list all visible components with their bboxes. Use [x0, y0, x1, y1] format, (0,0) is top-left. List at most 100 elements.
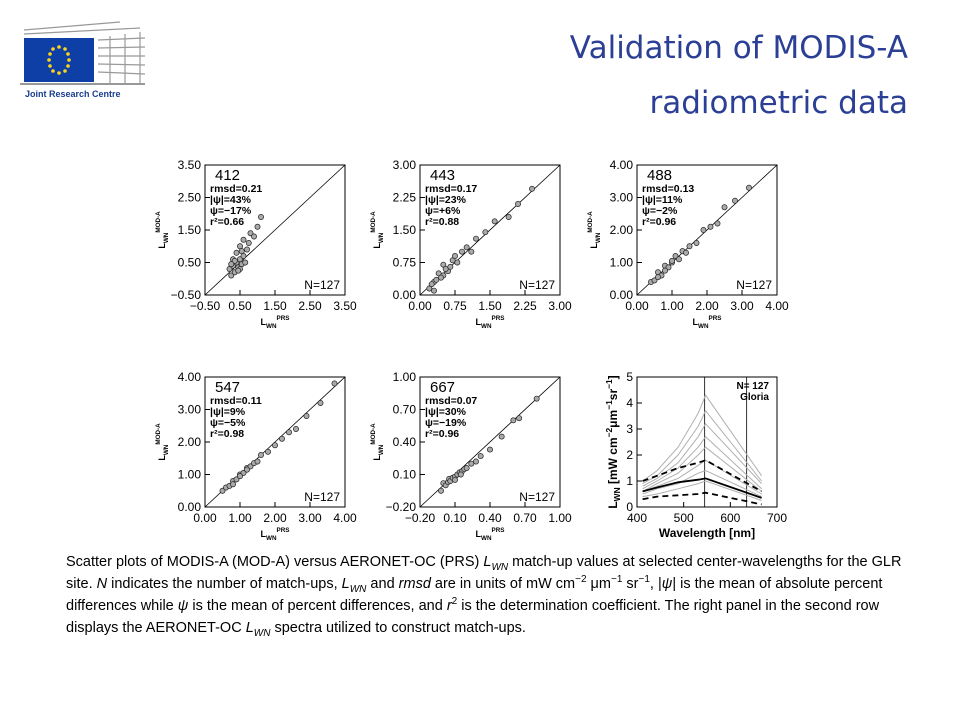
point [242, 259, 249, 266]
point [510, 417, 517, 424]
caption-part: match-up values at selected center-wavel… [66, 554, 902, 592]
y-tick-label: 1.00 [393, 370, 417, 384]
label-part: μm [606, 410, 620, 428]
point [452, 476, 458, 483]
x-tick-label: 500 [674, 511, 694, 525]
y-tick-label: 3 [626, 422, 633, 436]
caption-part: N [96, 576, 108, 592]
label-part: L [157, 243, 167, 249]
caption-part: are in units of mW cm [430, 576, 576, 592]
x-axis-label: LWNPRS [476, 315, 505, 330]
plot-frame [204, 164, 346, 296]
caption-part: −2 [575, 574, 587, 586]
y-tick-label: 4.00 [610, 158, 634, 172]
x-tick-label: 700 [767, 511, 787, 525]
y-tick-label: 1.50 [178, 223, 202, 237]
point [237, 243, 243, 250]
x-tick-label: 0.75 [443, 299, 467, 313]
label-part: WN [481, 323, 492, 330]
point [676, 256, 682, 263]
stat-label: r²=0.66 [210, 216, 244, 228]
point [438, 274, 444, 281]
spectrum-line [642, 459, 763, 493]
x-tick-label: 1.50 [263, 299, 287, 313]
point [693, 240, 700, 246]
label-part: Wavelength [nm] [659, 526, 755, 540]
count-label: N=127 [304, 490, 340, 504]
point [498, 433, 505, 440]
y-tick-label: 0.00 [178, 500, 202, 514]
point [515, 201, 521, 207]
label-part: MOD-A [155, 423, 162, 445]
y-tick-label: 3.00 [610, 191, 634, 205]
label-part: WN [612, 487, 622, 501]
y-tick-label: 3.50 [178, 158, 202, 172]
caption-part: is the determination coefficient. The ri… [66, 598, 880, 636]
point [433, 276, 440, 283]
label-part: MOD-A [370, 211, 377, 233]
point [721, 204, 728, 211]
annotation: N= 127 [736, 381, 769, 392]
point [442, 266, 449, 272]
point [452, 253, 458, 259]
x-tick-label: 3.50 [333, 299, 357, 313]
point [331, 380, 338, 387]
label-part: L [372, 455, 382, 461]
point [237, 473, 243, 480]
point [438, 487, 444, 494]
label-part: WN [481, 535, 492, 542]
stat-label: rmsd=0.07 [425, 395, 477, 407]
point [228, 261, 235, 268]
point [516, 415, 523, 422]
stat-label: rmsd=0.11 [210, 395, 262, 407]
caption-part: WN [491, 561, 509, 573]
x-tick-label: 600 [720, 511, 740, 525]
point [477, 453, 484, 460]
band-label: 412 [215, 167, 240, 184]
y-tick-label: 0.10 [393, 468, 417, 482]
label-part: L [157, 455, 167, 461]
x-tick-label: 2.00 [695, 299, 719, 313]
point [317, 400, 324, 406]
spectrum-line [642, 491, 762, 506]
org-name: Joint Research Centre [25, 89, 121, 99]
point [272, 442, 278, 449]
stat-label: ψ=−2% [642, 205, 678, 217]
point [669, 257, 675, 264]
y-tick-label: 2 [626, 448, 633, 462]
y-tick-label: 3.00 [178, 403, 202, 417]
stat-label: r²=0.96 [425, 428, 459, 440]
point [251, 233, 257, 240]
plot-frame [636, 376, 778, 508]
count-label: N=127 [519, 490, 555, 504]
point [431, 287, 437, 294]
band-label: 443 [430, 167, 455, 184]
panel: −0.50 0.50 1.50 2.50 3.50 −0.50 0.50 1.50 2.50 3.… [155, 158, 357, 330]
x-tick-label: 0.00 [625, 299, 649, 313]
point [428, 281, 435, 288]
y-tick-label: 4 [626, 396, 633, 410]
x-tick-label: 0.00 [408, 299, 432, 313]
spectrum-line [642, 459, 762, 495]
point [683, 249, 689, 256]
x-axis-label: LWNPRS [693, 315, 722, 330]
x-tick-label: −0.50 [190, 299, 221, 313]
x-tick-label: 1.00 [228, 511, 252, 525]
point [463, 465, 470, 471]
point [491, 218, 498, 225]
point [245, 240, 252, 246]
label-part: WN [266, 535, 277, 542]
label-part: MOD-A [370, 423, 377, 445]
x-tick-label: 0.70 [513, 511, 537, 525]
y-tick-label: 0.75 [393, 256, 417, 270]
point [746, 184, 752, 191]
point [258, 214, 264, 220]
panel: 0.00 1.00 2.00 3.00 4.00 0.00 1.00 2.00 3.00 4.00… [587, 158, 789, 330]
x-tick-label: 4.00 [765, 299, 789, 313]
label-part: ] [606, 375, 620, 379]
count-label: N=127 [304, 278, 340, 292]
caption-part: ψ [661, 576, 673, 592]
label-part: −1 [604, 379, 614, 389]
caption-part: spectra utilized to construct match-ups. [270, 620, 526, 636]
